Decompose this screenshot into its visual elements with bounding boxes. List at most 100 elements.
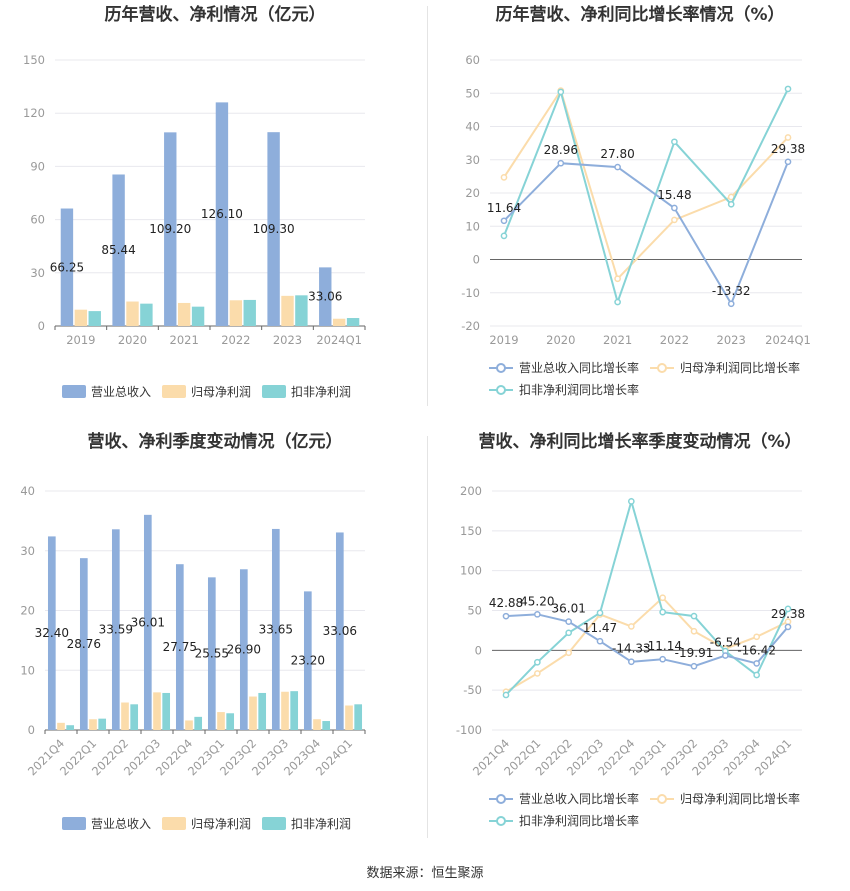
legend-label: 归母净利润 bbox=[191, 385, 251, 399]
data-label: 45.20 bbox=[520, 594, 554, 608]
data-point bbox=[753, 633, 761, 641]
data-point bbox=[557, 159, 565, 167]
legend-marker bbox=[496, 794, 506, 804]
bar-deducted-profit bbox=[243, 299, 256, 326]
bar-revenue bbox=[215, 102, 229, 327]
data-label: 28.76 bbox=[67, 637, 101, 651]
y-tick-label: -50 bbox=[463, 683, 482, 697]
bar-deducted-profit bbox=[88, 311, 101, 326]
data-point bbox=[627, 498, 635, 505]
legend-label: 营业总收入 bbox=[91, 385, 151, 399]
data-point bbox=[784, 158, 792, 166]
legend-label: 扣非净利润 bbox=[291, 817, 351, 831]
divider-top bbox=[427, 6, 428, 406]
bar-net-profit bbox=[185, 720, 193, 730]
y-tick-label: 0 bbox=[475, 643, 482, 657]
divider-bottom bbox=[427, 436, 428, 838]
legend-label: 归母净利润同比增长率 bbox=[680, 360, 800, 375]
y-tick-label: 0 bbox=[38, 319, 45, 333]
y-tick-label: 60 bbox=[30, 213, 45, 227]
legend-marker bbox=[657, 794, 667, 804]
data-point bbox=[659, 655, 667, 663]
data-label: -6.54 bbox=[710, 636, 741, 650]
bar-net-profit bbox=[89, 719, 97, 730]
bar-deducted-profit bbox=[130, 704, 139, 730]
chart-title: 历年营收、净利情况（亿元） bbox=[105, 4, 326, 25]
y-tick-label: 40 bbox=[20, 484, 35, 498]
data-point bbox=[784, 85, 792, 93]
data-label: 26.90 bbox=[227, 643, 261, 657]
data-point bbox=[659, 608, 667, 616]
bar-revenue bbox=[47, 536, 56, 730]
data-point bbox=[614, 275, 621, 283]
data-label: 29.38 bbox=[771, 142, 805, 156]
bar-deducted-profit bbox=[162, 692, 171, 730]
data-point bbox=[659, 594, 667, 602]
data-source: 数据来源：恒生聚源 bbox=[366, 866, 484, 881]
data-label: 11.47 bbox=[583, 621, 617, 635]
x-tick-label: 2021 bbox=[170, 333, 199, 347]
series-line-deducted-profit bbox=[503, 88, 789, 306]
y-tick-label: 20 bbox=[465, 186, 480, 200]
chart-title: 历年营收、净利同比增长率情况（%） bbox=[495, 4, 784, 25]
data-point bbox=[533, 670, 541, 677]
data-point bbox=[500, 174, 508, 181]
legend-swatch bbox=[62, 817, 86, 830]
data-point bbox=[533, 610, 541, 618]
data-label: 66.25 bbox=[50, 260, 84, 274]
data-label: 28.96 bbox=[544, 143, 578, 157]
legend-label: 营业总收入 bbox=[91, 817, 151, 831]
data-label: 11.64 bbox=[487, 201, 521, 215]
bar-net-profit bbox=[332, 318, 346, 326]
legend-marker bbox=[657, 363, 667, 373]
data-point bbox=[671, 216, 678, 224]
data-point bbox=[614, 298, 621, 306]
bar-net-profit bbox=[121, 702, 129, 730]
data-point bbox=[627, 658, 635, 666]
bar-net-profit bbox=[249, 696, 257, 730]
data-label: 25.55 bbox=[195, 647, 229, 661]
series-line-revenue bbox=[505, 613, 789, 668]
legend-marker bbox=[496, 816, 506, 826]
data-point bbox=[690, 627, 698, 635]
data-point bbox=[565, 618, 573, 625]
series-line-deducted-profit bbox=[505, 497, 789, 696]
x-tick-label: 2019 bbox=[489, 333, 518, 347]
quarterly-revenue-profit-chart: 营收、净利季度变动情况（亿元） 0 10 20 30 40 32.40 28.76 33.59 3… bbox=[0, 430, 425, 862]
legend-label: 归母净利润同比增长率 bbox=[680, 791, 800, 806]
data-label: 33.65 bbox=[259, 622, 293, 636]
legend-label: 扣非净利润 bbox=[291, 385, 351, 399]
bar-revenue bbox=[60, 208, 74, 326]
bar-net-profit bbox=[313, 719, 321, 730]
bar-revenue bbox=[79, 558, 88, 730]
x-tick-label: 2021 bbox=[603, 333, 632, 347]
y-tick-label: 30 bbox=[20, 544, 35, 558]
bar-revenue bbox=[319, 267, 332, 326]
x-tick-label: 2022 bbox=[221, 333, 250, 347]
data-label: 33.06 bbox=[308, 290, 342, 304]
series-line-net-profit bbox=[505, 596, 789, 693]
data-point bbox=[533, 658, 541, 666]
legend-swatch bbox=[62, 385, 86, 398]
data-label: -11.14 bbox=[643, 639, 682, 653]
series-line-revenue bbox=[503, 161, 789, 307]
data-point bbox=[784, 605, 792, 613]
data-label: -13.32 bbox=[712, 284, 751, 298]
legend-label: 扣非净利润同比增长率 bbox=[519, 813, 639, 828]
quarterly-growth-rate-svg: 营收、净利同比增长率季度变动情况（%） -100 -50 0 50 100 150 200 42… bbox=[456, 431, 805, 828]
bar-revenue bbox=[207, 577, 216, 730]
y-tick-label: 30 bbox=[30, 266, 45, 280]
bar-deducted-profit bbox=[66, 725, 75, 730]
bar-revenue bbox=[175, 564, 184, 730]
bar-revenue bbox=[111, 529, 120, 730]
y-tick-label: 120 bbox=[23, 106, 45, 120]
bar-net-profit bbox=[229, 300, 243, 326]
data-label: 29.38 bbox=[771, 607, 805, 621]
bar-net-profit bbox=[281, 691, 289, 730]
x-tick-label: 2020 bbox=[118, 333, 147, 347]
y-tick-label: 200 bbox=[460, 484, 482, 498]
data-point bbox=[671, 138, 678, 146]
data-label: 27.75 bbox=[163, 640, 197, 654]
legend-label: 营业总收入同比增长率 bbox=[519, 791, 639, 806]
data-label: 85.44 bbox=[101, 243, 135, 257]
